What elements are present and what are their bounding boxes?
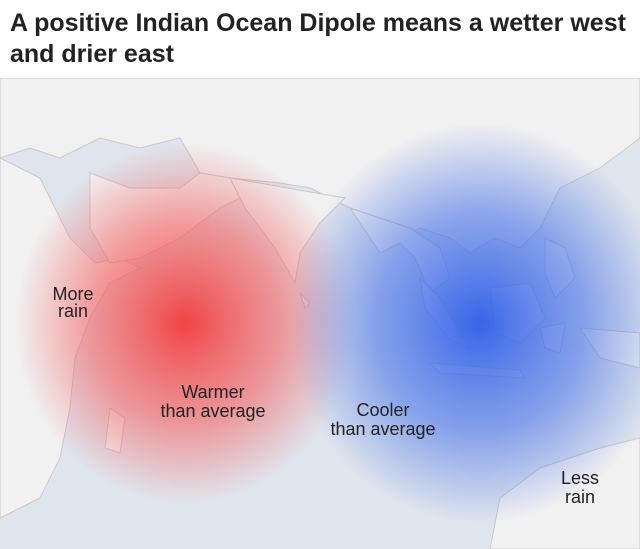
label: Less rain bbox=[561, 468, 599, 507]
warm-anomaly bbox=[15, 143, 355, 503]
label: More rain bbox=[52, 284, 93, 321]
title: A positive Indian Ocean Dipole means a w… bbox=[10, 9, 626, 68]
label: Warmer than average bbox=[160, 382, 265, 421]
label: Cooler than average bbox=[330, 400, 435, 439]
map: More rain Warmer than average Cooler than a… bbox=[0, 78, 640, 549]
cool-anomaly bbox=[290, 123, 640, 523]
